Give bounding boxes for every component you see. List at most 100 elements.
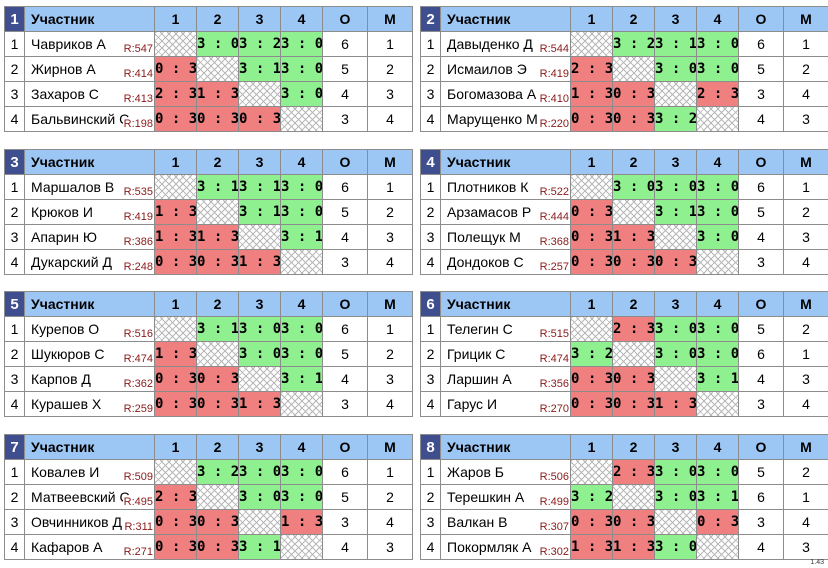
points-cell: 6	[738, 484, 784, 510]
points-cell: 3	[738, 391, 784, 417]
player-cell: Ларшин А R:356	[440, 366, 571, 392]
points-cell: 6	[322, 174, 368, 200]
place-cell: 4	[367, 249, 413, 275]
player-rating: R:509	[122, 471, 153, 484]
place-cell: 4	[367, 106, 413, 132]
score-cell: 0 : 3	[196, 509, 239, 535]
group-number: 4	[420, 149, 441, 175]
place-header: М	[367, 149, 413, 175]
opponent-col-header: 4	[696, 149, 739, 175]
player-cell: Дондоков С R:257	[440, 249, 571, 275]
row-position: 3	[4, 224, 25, 250]
player-cell: Грицик С R:474	[440, 341, 571, 367]
score-cell: 3 : 0	[280, 484, 323, 510]
score-cell: 1 : 3	[570, 81, 613, 107]
points-cell: 4	[322, 224, 368, 250]
self-match-cell	[154, 316, 197, 342]
place-cell: 4	[783, 391, 828, 417]
row-position: 4	[4, 249, 25, 275]
place-cell: 3	[367, 534, 413, 560]
player-name: Покормляк А	[447, 539, 532, 555]
participant-header: Участник	[24, 6, 155, 32]
self-match-cell	[570, 31, 613, 57]
self-match-cell	[196, 199, 239, 225]
points-cell: 4	[738, 106, 784, 132]
player-rating: R:271	[122, 546, 153, 559]
points-header: О	[738, 434, 784, 460]
self-match-cell	[196, 341, 239, 367]
player-name: Богомазова А	[447, 86, 537, 102]
score-cell: 3 : 1	[238, 534, 281, 560]
self-match-cell	[654, 509, 697, 535]
player-rating: R:544	[538, 43, 569, 56]
score-cell: 3 : 0	[238, 484, 281, 510]
points-cell: 5	[738, 316, 784, 342]
self-match-cell	[696, 534, 739, 560]
self-match-cell	[654, 81, 697, 107]
player-cell: Дукарский Д R:248	[24, 249, 155, 275]
score-cell: 0 : 3	[612, 249, 655, 275]
score-cell: 3 : 0	[696, 316, 739, 342]
score-cell: 0 : 3	[196, 391, 239, 417]
player-cell: Терешкин А R:499	[440, 484, 571, 510]
player-rating: R:248	[122, 261, 153, 274]
place-cell: 2	[783, 56, 828, 82]
score-cell: 3 : 0	[654, 56, 697, 82]
player-cell: Бальвинский С R:198	[24, 106, 155, 132]
self-match-cell	[280, 391, 323, 417]
score-cell: 0 : 3	[154, 249, 197, 275]
player-rating: R:198	[122, 118, 153, 131]
place-cell: 3	[783, 366, 828, 392]
row-position: 4	[4, 106, 25, 132]
score-cell: 1 : 3	[154, 341, 197, 367]
player-name: Апарин Ю	[31, 229, 98, 245]
opponent-col-header: 4	[280, 291, 323, 317]
group-number: 5	[4, 291, 25, 317]
score-cell: 3 : 0	[280, 56, 323, 82]
points-cell: 5	[738, 459, 784, 485]
place-cell: 3	[783, 224, 828, 250]
player-rating: R:259	[122, 403, 153, 416]
row-position: 1	[420, 316, 441, 342]
row-position: 2	[4, 484, 25, 510]
player-name: Арзамасов Р	[447, 204, 532, 220]
place-cell: 3	[783, 534, 828, 560]
place-cell: 2	[367, 56, 413, 82]
table-header-row: 4 Участник 1 2 3 4 О М	[420, 149, 828, 175]
place-header: М	[367, 6, 413, 32]
player-name: Крюков И	[31, 204, 93, 220]
player-cell: Шукюров С R:474	[24, 341, 155, 367]
points-cell: 5	[738, 56, 784, 82]
score-cell: 1 : 3	[612, 224, 655, 250]
self-match-cell	[196, 484, 239, 510]
self-match-cell	[570, 316, 613, 342]
player-cell: Валкан В R:307	[440, 509, 571, 535]
score-cell: 3 : 0	[280, 174, 323, 200]
row-position: 4	[420, 249, 441, 275]
self-match-cell	[154, 31, 197, 57]
player-name: Овчинников Д	[31, 514, 122, 530]
points-cell: 6	[738, 341, 784, 367]
player-rating: R:386	[122, 236, 153, 249]
score-cell: 2 : 3	[612, 316, 655, 342]
score-cell: 3 : 0	[696, 341, 739, 367]
points-header: О	[322, 6, 368, 32]
place-cell: 2	[783, 199, 828, 225]
place-cell: 4	[783, 81, 828, 107]
